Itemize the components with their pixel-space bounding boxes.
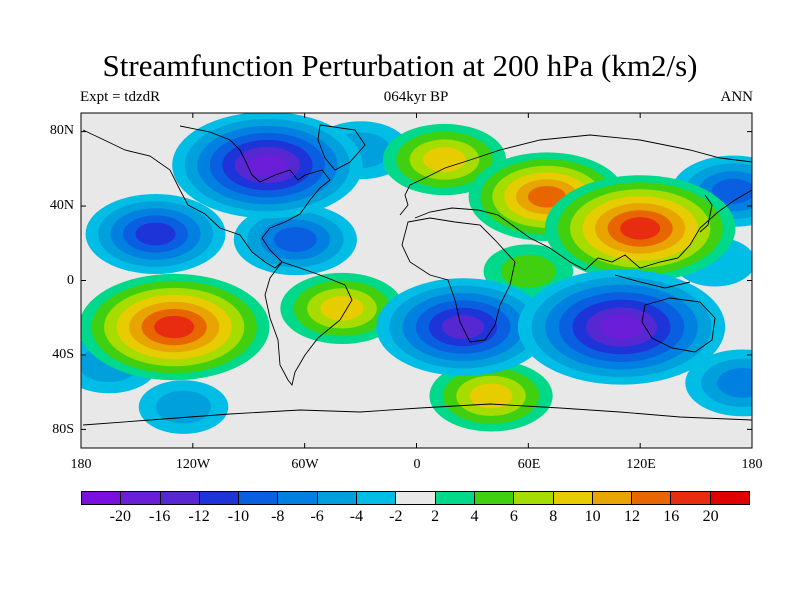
colorbar-swatch [514, 492, 554, 504]
colorbar-swatch [632, 492, 672, 504]
indonesia-coastline [614, 274, 691, 289]
colorbar-swatch [160, 492, 200, 504]
north-america-coastline [82, 125, 331, 269]
colorbar-swatch [121, 492, 161, 504]
x-tick-label: 180 [70, 457, 92, 472]
x-tick-label: 120W [175, 457, 211, 472]
colorbar-swatch [239, 492, 279, 504]
contour-band [620, 217, 661, 240]
colorbar-swatch [710, 492, 750, 504]
colorbar-label: 8 [549, 508, 558, 525]
x-tick-label: 120E [626, 457, 656, 472]
colorbar-label: 10 [584, 508, 601, 525]
colorbar-swatch [82, 492, 122, 504]
colorbar-label: -12 [188, 508, 210, 525]
colorbar [81, 491, 750, 505]
colorbar-swatch [396, 492, 436, 504]
contour-band [273, 227, 317, 252]
x-tick-label: 60W [291, 457, 319, 472]
y-tick-label: 80S [52, 422, 74, 437]
contour-band [135, 222, 176, 246]
greenland-coastline [317, 124, 366, 171]
contour-band [442, 315, 485, 339]
colorbar-label: 16 [663, 508, 680, 525]
colorbar-swatch [357, 492, 397, 504]
africa-coastline [401, 217, 516, 343]
colorbar-swatch [474, 492, 515, 504]
colorbar-swatch [671, 492, 711, 504]
colorbar-label: -4 [349, 508, 364, 525]
x-tick-label: 180 [741, 457, 763, 472]
colorbar-label: 12 [623, 508, 640, 525]
contour-band [320, 296, 364, 321]
contour-band [154, 315, 195, 339]
australia-coastline [641, 297, 716, 353]
y-tick-label: 80N [49, 123, 74, 138]
colorbar-label: -2 [389, 508, 403, 525]
antarctica-coastline [82, 403, 753, 426]
experiment-label: Expt = tdzdR [80, 89, 161, 105]
axis-ticks [80, 113, 753, 448]
contour-band [155, 390, 212, 424]
colorbar-swatch [317, 492, 358, 504]
colorbar-label: -10 [227, 508, 250, 525]
colorbar-label: -16 [149, 508, 171, 525]
colorbar-label: 20 [702, 508, 719, 525]
period-label: 064kyr BP [383, 89, 449, 105]
contour-band [423, 147, 466, 172]
contour-fill-layer [81, 113, 752, 448]
colorbar-label: -6 [310, 508, 324, 525]
japan-coastline [699, 194, 713, 233]
colorbar-swatch [278, 492, 318, 504]
contour-band [247, 153, 288, 177]
contour-band [469, 383, 513, 409]
contour-band [527, 185, 566, 208]
colorbar-swatch [592, 492, 633, 504]
colorbar-label: 2 [431, 508, 440, 525]
coastlines [82, 124, 753, 426]
colorbar-label: -20 [109, 508, 131, 525]
season-label: ANN [720, 89, 754, 105]
plot-title: Streamfunction Perturbation at 200 hPa (… [102, 48, 698, 83]
colorbar-swatch [199, 492, 240, 504]
contour-band [711, 178, 752, 204]
contour-band [500, 254, 556, 288]
y-tick-label: 40N [49, 198, 74, 213]
x-tick-label: 0 [413, 457, 421, 472]
colorbar-label: 6 [509, 508, 518, 525]
contour-band [599, 314, 644, 340]
colorbar-swatch [435, 492, 475, 504]
colorbar-label: 4 [470, 508, 479, 525]
eurasia-coastline [399, 134, 753, 271]
south-america-coastline [264, 261, 353, 387]
colorbar-label: -8 [271, 508, 285, 525]
y-tick-label: 40S [52, 347, 74, 362]
x-tick-label: 60E [517, 457, 541, 472]
colorbar-swatch [553, 492, 593, 504]
contour-band [717, 368, 752, 398]
y-tick-label: 0 [67, 273, 74, 288]
